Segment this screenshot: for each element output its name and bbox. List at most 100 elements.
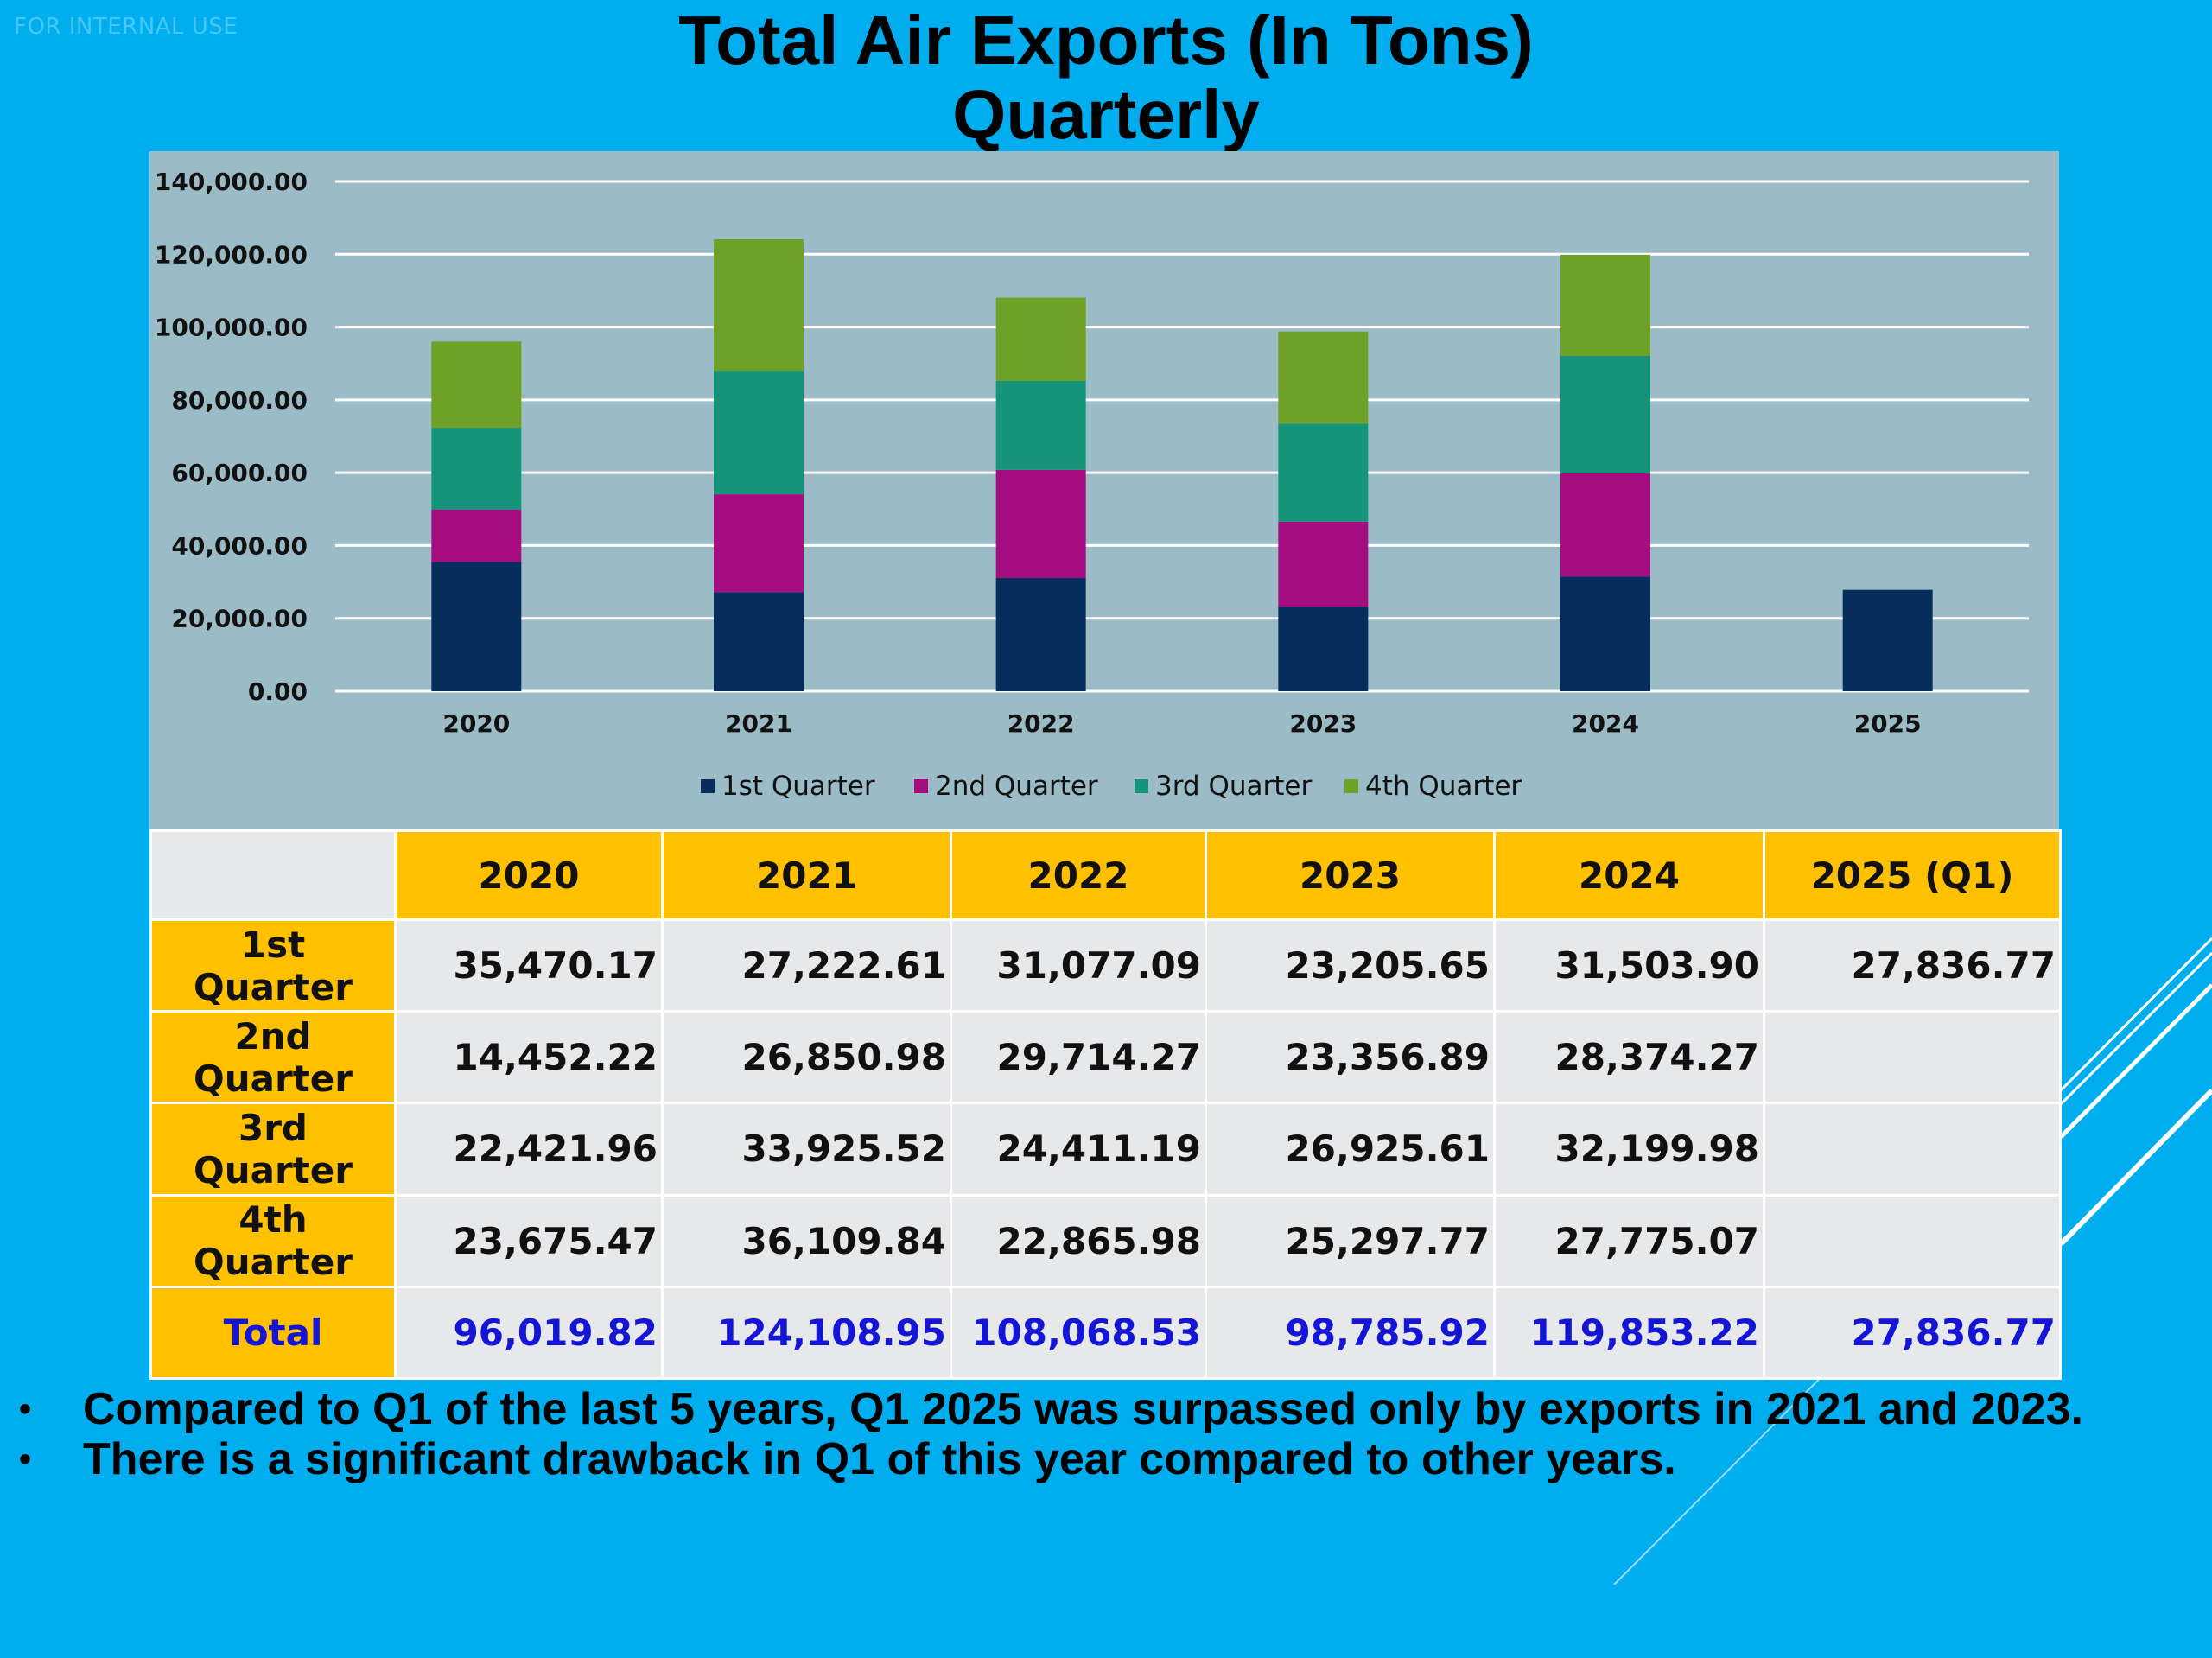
table-cell: 14,452.22 [394, 1010, 664, 1105]
total-cell: 98,785.92 [1205, 1285, 1496, 1381]
x-tick-label: 2021 [725, 709, 792, 738]
table-cell: 29,714.27 [950, 1010, 1207, 1105]
row-label-total: Total [149, 1285, 397, 1381]
table-header-cell: 2023 [1205, 829, 1496, 921]
y-tick-label: 60,000.00 [171, 459, 308, 487]
row-label: 3rd Quarter [149, 1102, 397, 1197]
bar-segment [431, 428, 522, 510]
table-row: 3rd Quarter 22,421.96 33,925.52 24,411.1… [149, 1102, 2062, 1197]
note-item: There is a significant drawback in Q1 of… [19, 1434, 2179, 1484]
legend-label: 2nd Quarter [935, 771, 1098, 802]
total-cell: 119,853.22 [1493, 1285, 1765, 1381]
x-tick-label: 2024 [1572, 709, 1639, 738]
table-cell: 22,421.96 [394, 1102, 664, 1197]
table-header-cell: 2020 [394, 829, 664, 921]
y-tick-label: 100,000.00 [155, 314, 308, 342]
table-corner-cell [149, 829, 397, 921]
bar-segment [431, 341, 522, 429]
row-label: 4th Quarter [149, 1193, 397, 1288]
table-cell: 26,850.98 [661, 1010, 952, 1105]
y-tick-label: 140,000.00 [155, 168, 308, 196]
y-tick-label: 20,000.00 [171, 605, 308, 633]
bar-segment [1560, 576, 1650, 691]
table-cell: 35,470.17 [394, 918, 664, 1013]
y-tick-label: 120,000.00 [155, 240, 308, 269]
table-cell: 27,836.77 [1763, 918, 2062, 1013]
x-tick-label: 2023 [1289, 709, 1357, 738]
table-cell: 33,925.52 [661, 1102, 952, 1197]
title-line-1: Total Air Exports (In Tons) [678, 2, 1534, 79]
bar-segment [995, 380, 1086, 470]
bar-segment [995, 578, 1086, 691]
legend-label: 3rd Quarter [1155, 771, 1312, 802]
bar-segment [431, 562, 522, 691]
notes-list: Compared to Q1 of the last 5 years, Q1 2… [19, 1384, 2179, 1484]
bar-segment [1560, 355, 1650, 473]
x-tick-label: 2025 [1854, 709, 1922, 738]
legend-swatch [914, 779, 928, 793]
table-total-row: Total 96,019.82 124,108.95 108,068.53 98… [149, 1285, 2062, 1381]
bar-segment [995, 297, 1086, 381]
bar-segment [1278, 423, 1369, 522]
table-cell: 27,775.07 [1493, 1193, 1765, 1288]
stacked-bar-chart: 0.00 20,000.00 40,000.00 60,000.00 80,000.00… [149, 151, 2059, 829]
table-row: 1st Quarter 35,470.17 27,222.61 31,077.0… [149, 918, 2062, 1013]
bar-segment [714, 494, 804, 593]
table-header-row: 2020 2021 2022 2023 2024 2025 (Q1) [149, 829, 2062, 921]
table-cell: 22,865.98 [950, 1193, 1207, 1288]
table-header-cell: 2024 [1493, 829, 1765, 921]
slide-title: Total Air Exports (In Tons) Quarterly [0, 3, 2212, 152]
table-cell: 23,205.65 [1205, 918, 1496, 1013]
row-label: 2nd Quarter [149, 1010, 397, 1105]
bar-segment [714, 371, 804, 495]
row-label: 1st Quarter [149, 918, 397, 1013]
table-header-cell: 2021 [661, 829, 952, 921]
table-header-cell: 2022 [950, 829, 1207, 921]
legend-swatch [1344, 779, 1358, 793]
table-cell: 23,356.89 [1205, 1010, 1496, 1105]
table-cell: 27,222.61 [661, 918, 952, 1013]
table-cell [1763, 1102, 2062, 1197]
bar-segment [431, 509, 522, 562]
x-tick-label: 2022 [1007, 709, 1075, 738]
table-cell: 31,077.09 [950, 918, 1207, 1013]
y-tick-label: 80,000.00 [171, 386, 308, 415]
table-cell: 23,675.47 [394, 1193, 664, 1288]
bar-segment [1560, 473, 1650, 577]
data-table: 2020 2021 2022 2023 2024 2025 (Q1) 1st Q… [149, 829, 2062, 1381]
bar-segment [714, 238, 804, 372]
table-cell: 36,109.84 [661, 1193, 952, 1288]
table-header-cell: 2025 (Q1) [1763, 829, 2062, 921]
legend-label: 4th Quarter [1365, 771, 1522, 802]
table-cell: 25,297.77 [1205, 1193, 1496, 1288]
table-cell [1763, 1010, 2062, 1105]
bar-segment [1278, 607, 1369, 691]
watermark: FOR INTERNAL USE [14, 14, 238, 40]
total-cell: 124,108.95 [661, 1285, 952, 1381]
table-cell: 32,199.98 [1493, 1102, 1765, 1197]
bar-segment [714, 592, 804, 691]
chart-svg: 0.00 20,000.00 40,000.00 60,000.00 80,000.00… [155, 168, 2029, 802]
y-tick-label: 0.00 [248, 677, 308, 706]
legend-label: 1st Quarter [721, 771, 875, 802]
table-row: 2nd Quarter 14,452.22 26,850.98 29,714.2… [149, 1010, 2062, 1105]
table-cell: 26,925.61 [1205, 1102, 1496, 1197]
legend-swatch [701, 779, 715, 793]
total-cell: 27,836.77 [1763, 1285, 2062, 1381]
bar-segment [1560, 254, 1650, 356]
total-cell: 108,068.53 [950, 1285, 1207, 1381]
note-item: Compared to Q1 of the last 5 years, Q1 2… [19, 1384, 2179, 1434]
bar-segment [995, 469, 1086, 579]
title-line-2: Quarterly [952, 76, 1260, 153]
total-cell: 96,019.82 [394, 1285, 664, 1381]
bar-segment [1842, 589, 1933, 691]
legend-swatch [1135, 779, 1148, 793]
table-cell: 31,503.90 [1493, 918, 1765, 1013]
table-row: 4th Quarter 23,675.47 36,109.84 22,865.9… [149, 1193, 2062, 1288]
table-cell: 24,411.19 [950, 1102, 1207, 1197]
bar-segment [1278, 521, 1369, 607]
table-cell: 28,374.27 [1493, 1010, 1765, 1105]
x-tick-label: 2020 [442, 709, 510, 738]
table-cell [1763, 1193, 2062, 1288]
y-tick-label: 40,000.00 [171, 531, 308, 560]
